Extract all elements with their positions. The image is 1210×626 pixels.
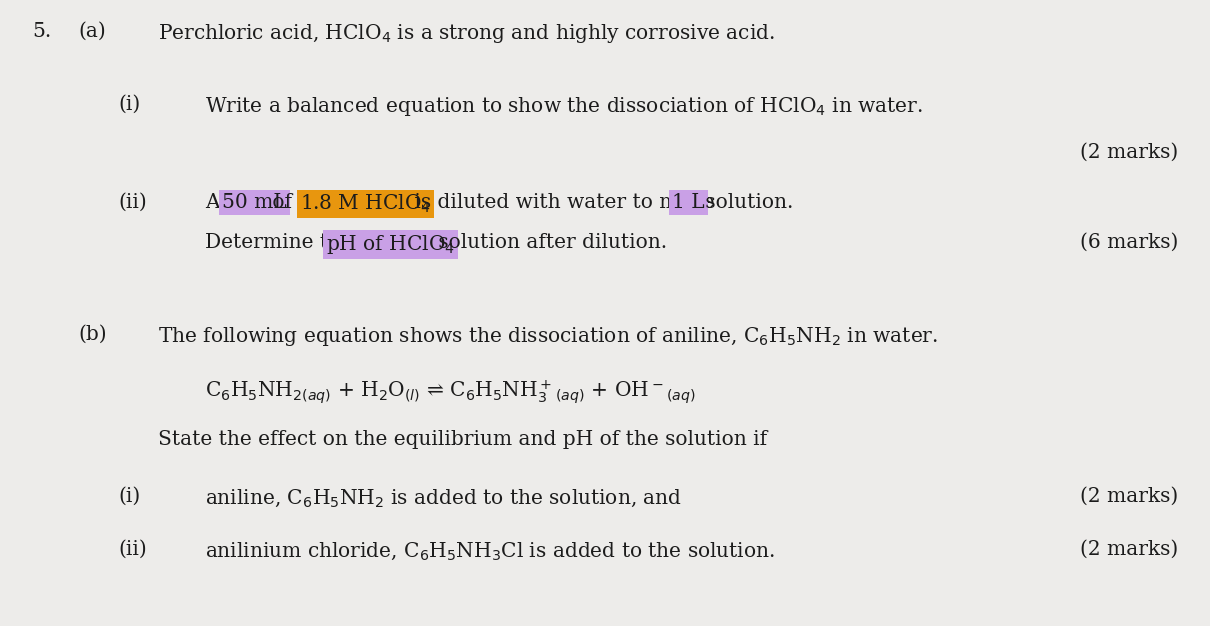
Text: (6 marks): (6 marks) bbox=[1079, 233, 1179, 252]
Text: Write a balanced equation to show the dissociation of HClO$_4$ in water.: Write a balanced equation to show the di… bbox=[204, 95, 923, 118]
Text: 1.8 M HClO$_4$: 1.8 M HClO$_4$ bbox=[300, 193, 431, 215]
Text: anilinium chloride, C$_6$H$_5$NH$_3$Cl is added to the solution.: anilinium chloride, C$_6$H$_5$NH$_3$Cl i… bbox=[204, 540, 776, 562]
Text: (ii): (ii) bbox=[119, 540, 146, 559]
Text: (i): (i) bbox=[119, 487, 140, 506]
Text: (b): (b) bbox=[77, 325, 106, 344]
Text: 1 L: 1 L bbox=[672, 193, 704, 212]
Text: solution after dilution.: solution after dilution. bbox=[432, 233, 667, 252]
Text: Determine the: Determine the bbox=[204, 233, 359, 252]
Text: (2 marks): (2 marks) bbox=[1079, 143, 1179, 162]
Text: C$_6$H$_5$NH$_{2(aq)}$ + H$_2$O$_{(l)}$ ⇌ C$_6$H$_5$NH$_3^+$$_{(aq)}$ + OH$^-$$_: C$_6$H$_5$NH$_{2(aq)}$ + H$_2$O$_{(l)}$ … bbox=[204, 378, 696, 406]
Text: 50 mL: 50 mL bbox=[221, 193, 287, 212]
Text: The following equation shows the dissociation of aniline, C$_6$H$_5$NH$_2$ in wa: The following equation shows the dissoci… bbox=[159, 325, 938, 348]
Text: (a): (a) bbox=[77, 22, 105, 41]
Text: (2 marks): (2 marks) bbox=[1079, 540, 1179, 559]
Text: A: A bbox=[204, 193, 226, 212]
Text: of: of bbox=[266, 193, 299, 212]
Text: pH of HClO$_4$: pH of HClO$_4$ bbox=[325, 233, 455, 256]
Text: State the effect on the equilibrium and pH of the solution if: State the effect on the equilibrium and … bbox=[159, 430, 767, 449]
Text: (ii): (ii) bbox=[119, 193, 146, 212]
Text: (i): (i) bbox=[119, 95, 140, 114]
Text: 5.: 5. bbox=[31, 22, 51, 41]
Text: solution.: solution. bbox=[699, 193, 794, 212]
Text: is diluted with water to make: is diluted with water to make bbox=[408, 193, 721, 212]
Text: (2 marks): (2 marks) bbox=[1079, 487, 1179, 506]
Text: Perchloric acid, HClO$_4$ is a strong and highly corrosive acid.: Perchloric acid, HClO$_4$ is a strong an… bbox=[159, 22, 774, 45]
Text: aniline, C$_6$H$_5$NH$_2$ is added to the solution, and: aniline, C$_6$H$_5$NH$_2$ is added to th… bbox=[204, 487, 682, 508]
